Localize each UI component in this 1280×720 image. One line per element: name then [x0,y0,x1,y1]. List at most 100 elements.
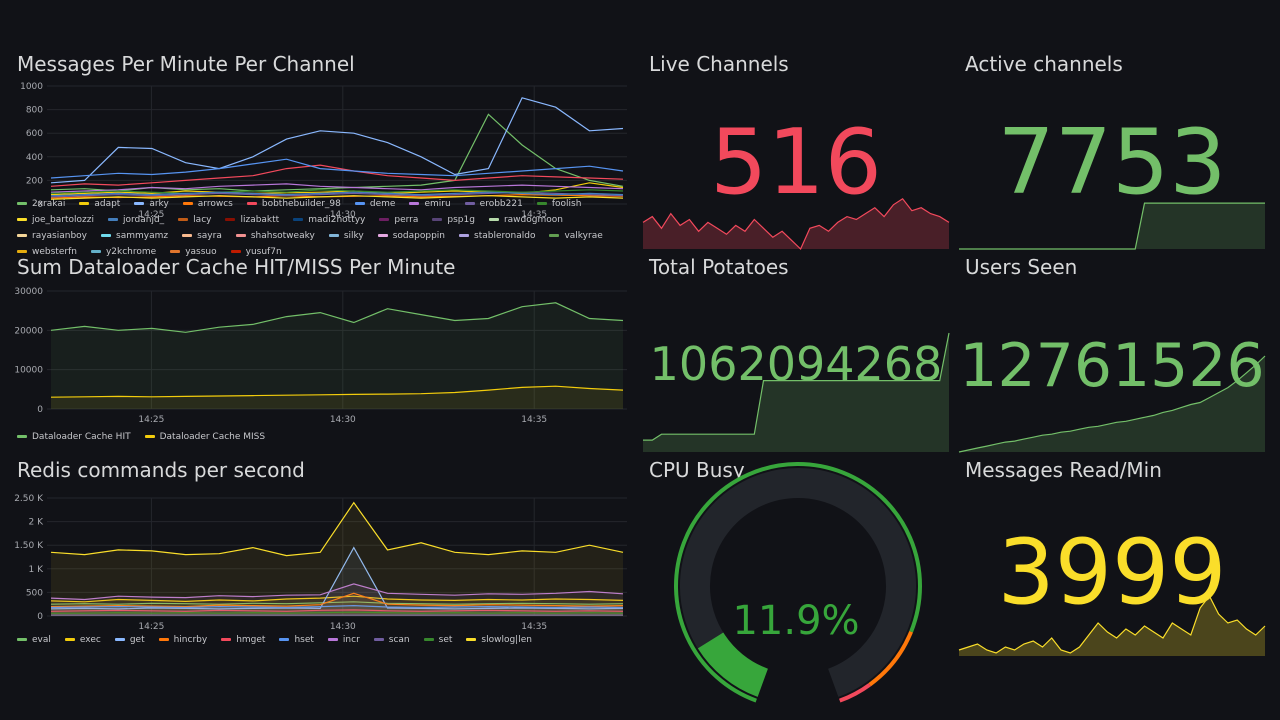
legend-item[interactable]: yusuf7n [230,244,282,260]
users-seen-sparkline [958,355,1266,453]
legend-item[interactable]: Dataloader Cache MISS [144,429,265,445]
panel-total-potatoes: Total Potatoes 1062094268 [643,255,950,452]
legend-swatch [246,202,257,205]
legend-swatch [379,218,390,221]
panel-title[interactable]: CPU Busy [649,458,745,482]
panel-dataloader-cache: Sum Dataloader Cache HIT/MISS Per Minute… [14,255,629,450]
panel-redis-commands: Redis commands per second 2.50 K 2 K 1.50 … [14,458,629,658]
legend-label: silky [343,231,364,241]
panel-messages-read: Messages Read/Min 3999 [958,458,1266,658]
y-tick-label: 2.50 K [14,494,44,504]
legend-item[interactable]: bobthebuilder_98 [246,196,341,212]
legend-item[interactable]: sammyamz [101,228,168,244]
redis-legend: eval exec get hincrby hmget hset incr scan set sl… [17,632,629,648]
legend-swatch [423,638,434,641]
legend-item[interactable]: lizabaktt [225,212,279,228]
panel-live-channels: Live Channels 516 [642,52,950,251]
legend-item[interactable]: slowlog|len [466,632,532,648]
legend-item[interactable]: valkyrae [549,228,603,244]
legend-item[interactable]: hset [279,632,314,648]
panel-title[interactable]: Messages Read/Min [965,458,1162,482]
series-line [50,189,624,195]
series-line [50,191,624,197]
panel-title[interactable]: Sum Dataloader Cache HIT/MISS Per Minute [17,255,456,279]
legend-item[interactable]: set [423,632,452,648]
legend-item[interactable]: arky [134,196,169,212]
series-area [51,502,623,616]
legend-label: arky [149,199,169,209]
legend-item[interactable]: sayra [182,228,222,244]
messages-chart: 1000 800 600 400 200 0 14:25 14:30 14:35 [20,82,627,220]
legend-item[interactable]: shahsotweaky [235,228,315,244]
legend-item[interactable]: stableronaldo [459,228,535,244]
legend-item[interactable]: scan [373,632,410,648]
gauge-value-arc [697,632,769,697]
series-line [50,183,624,193]
series-line [50,158,624,179]
legend-item[interactable]: hincrby [158,632,207,648]
legend-swatch [409,202,420,205]
legend-item[interactable]: sodapoppin [377,228,445,244]
legend-swatch [101,234,112,237]
legend-item[interactable]: y2kchrome [90,244,156,260]
sparkline-line [958,355,1266,453]
legend-label: emiru [424,199,451,209]
gauge-track [680,468,916,697]
legend-swatch [90,250,101,253]
legend-label: lacy [193,215,212,225]
legend-item[interactable]: joe_bartolozzi [17,212,94,228]
legend-item[interactable]: get [114,632,145,648]
legend-item[interactable]: yassuo [170,244,217,260]
y-tick-label: 0 [37,200,43,210]
legend-item[interactable]: rayasianboy [17,228,87,244]
legend-label: arrowcs [197,199,233,209]
active-channels-value: 7753 [997,110,1227,215]
sparkline-area [643,333,949,452]
panel-title[interactable]: Live Channels [649,52,789,76]
y-tick-label: 20000 [14,326,43,336]
legend-swatch [230,250,241,253]
y-tick-label: 200 [26,176,43,186]
x-tick-label: 14:25 [138,415,164,425]
legend-swatch [373,638,384,641]
series-line [50,501,624,557]
legend-item[interactable]: lacy [178,212,211,228]
sparkline-area [959,356,1265,452]
legend-label: hset [294,635,314,645]
legend-item[interactable]: madi2hottyy [293,212,365,228]
legend-item[interactable]: psp1g [432,212,475,228]
legend-item[interactable]: foolish [536,196,581,212]
legend-swatch [464,202,475,205]
panel-title[interactable]: Active channels [965,52,1123,76]
live-channels-value: 516 [710,110,882,215]
series-line [50,609,624,612]
legend-item[interactable]: arrowcs [182,196,233,212]
panel-title[interactable]: Redis commands per second [17,458,305,482]
panel-title[interactable]: Total Potatoes [649,255,789,279]
legend-item[interactable]: exec [64,632,101,648]
series-line [50,164,624,187]
legend-item[interactable]: perra [379,212,418,228]
panel-title[interactable]: Users Seen [965,255,1078,279]
legend-item[interactable]: websterfn [17,244,77,260]
legend-item[interactable]: erobb221 [464,196,523,212]
legend-item[interactable]: Dataloader Cache HIT [17,429,131,445]
series-line [50,195,624,200]
panel-title[interactable]: Messages Per Minute Per Channel [17,52,355,76]
legend-item[interactable]: 2xrakai [17,196,65,212]
legend-label: 2xrakai [32,199,66,209]
legend-item[interactable]: silky [328,228,364,244]
x-tick-label: 14:35 [521,210,547,220]
legend-swatch [488,218,499,221]
legend-item[interactable]: deme [354,196,395,212]
legend-item[interactable]: rawdogmoon [488,212,563,228]
legend-item[interactable]: eval [17,632,51,648]
cpu-busy-gauge [674,462,922,703]
legend-item[interactable]: emiru [409,196,451,212]
series-line [50,385,624,398]
users-seen-value: 12761526 [959,331,1265,401]
legend-item[interactable]: incr [327,632,360,648]
legend-item[interactable]: adapt [79,196,120,212]
legend-item[interactable]: jordanjd_ [107,212,164,228]
legend-item[interactable]: hmget [221,632,265,648]
